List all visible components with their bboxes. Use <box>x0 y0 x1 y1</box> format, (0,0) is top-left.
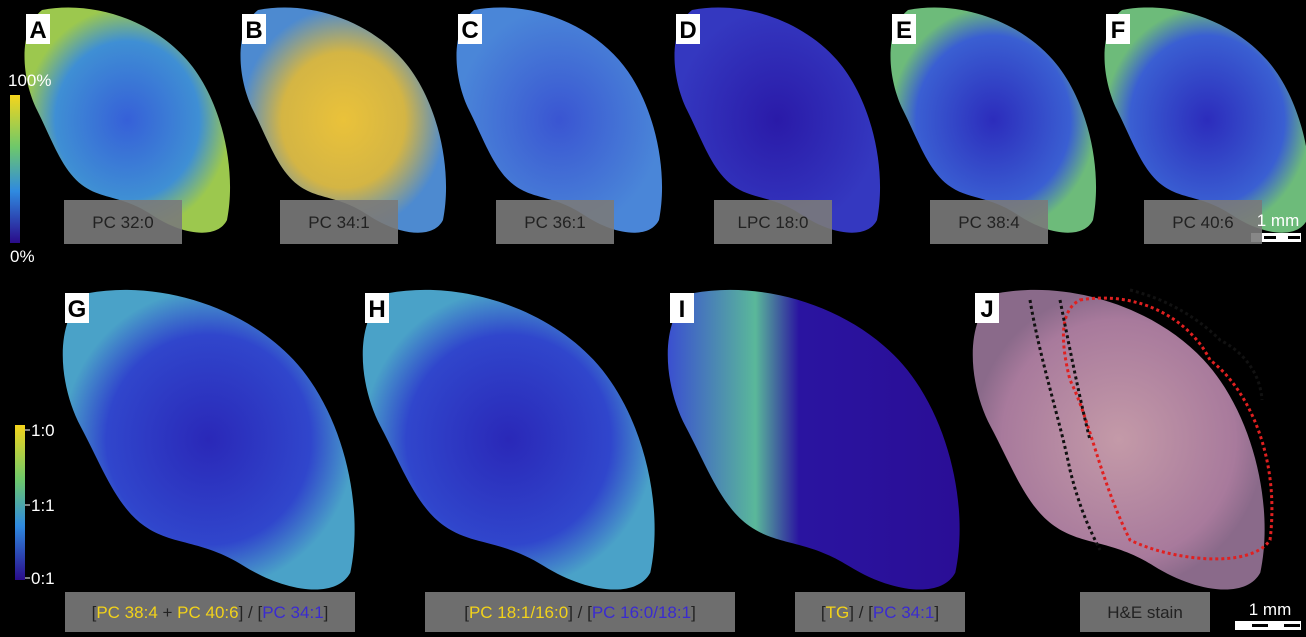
colorbar-tick-label: 1:0 <box>31 421 55 440</box>
label-segment: + <box>158 603 177 622</box>
colorbar <box>10 95 20 243</box>
tissue <box>675 7 881 232</box>
colorbar-tick-label: 1:1 <box>31 496 55 515</box>
label-segment: ] <box>324 603 329 622</box>
panel-letter: G <box>68 296 87 323</box>
panel-letter: C <box>461 17 478 44</box>
tissue <box>891 7 1097 232</box>
colorbar-tick-label: 0:1 <box>31 569 55 588</box>
label-segment: ] / [ <box>568 603 592 622</box>
panel-label: PC 34:1 <box>308 213 369 232</box>
label-segment: PC 34:1 <box>262 603 323 622</box>
colorbar <box>15 425 25 580</box>
label-segment: ] / [ <box>239 603 263 622</box>
label-segment: PC 16:0/18:1 <box>592 603 691 622</box>
panel-letter: A <box>29 17 46 44</box>
panel-label: PC 38:4 <box>958 213 1019 232</box>
colorbar-label: 0% <box>10 247 35 266</box>
tissue <box>25 7 231 232</box>
panel-label: LPC 18:0 <box>738 213 809 232</box>
panel-letter: I <box>679 296 686 323</box>
label-segment: ] / [ <box>849 603 873 622</box>
panel-label: PC 32:0 <box>92 213 153 232</box>
panel-label: PC 40:6 <box>1172 213 1233 232</box>
label-segment: H&E stain <box>1107 603 1183 622</box>
tissue <box>973 290 1265 590</box>
panel-label: [PC 38:4 + PC 40:6] / [PC 34:1] <box>92 603 329 622</box>
panel-letter: B <box>245 17 262 44</box>
label-segment: ] <box>934 603 939 622</box>
tissue <box>457 7 663 232</box>
label-segment: PC 18:1/16:0 <box>469 603 568 622</box>
tissue <box>241 7 447 232</box>
panel-label: H&E stain <box>1107 603 1183 622</box>
tissue-images <box>10 7 1306 629</box>
page: A PC 32:0 B PC 34:1 C PC 36:1 D LPC 18:0 E PC 38:… <box>0 0 1306 637</box>
panel-label: [TG] / [PC 34:1] <box>821 603 939 622</box>
scale-bar-label: 1 mm <box>1257 211 1300 230</box>
tissue <box>63 290 355 590</box>
label-segment: ] <box>691 603 696 622</box>
scale-bar-label: 1 mm <box>1249 600 1292 619</box>
label-segment: PC 38:4 <box>96 603 157 622</box>
label-segment: TG <box>826 603 850 622</box>
tissue <box>1105 7 1306 232</box>
label-segment: PC 34:1 <box>873 603 934 622</box>
label-segment: PC 40:6 <box>177 603 238 622</box>
figure: A PC 32:0 B PC 34:1 C PC 36:1 D LPC 18:0 E PC 38:… <box>0 0 1306 637</box>
colorbar-label: 100% <box>8 71 51 90</box>
panel-letter: J <box>980 296 993 323</box>
tissue <box>363 290 655 590</box>
panel-label: [PC 18:1/16:0] / [PC 16:0/18:1] <box>464 603 696 622</box>
panel-letter: H <box>368 296 385 323</box>
panel-letter: E <box>896 17 912 44</box>
panel-label: PC 36:1 <box>524 213 585 232</box>
tissue <box>668 290 960 590</box>
panel-letter: F <box>1111 17 1126 44</box>
panel-letter: D <box>679 17 696 44</box>
